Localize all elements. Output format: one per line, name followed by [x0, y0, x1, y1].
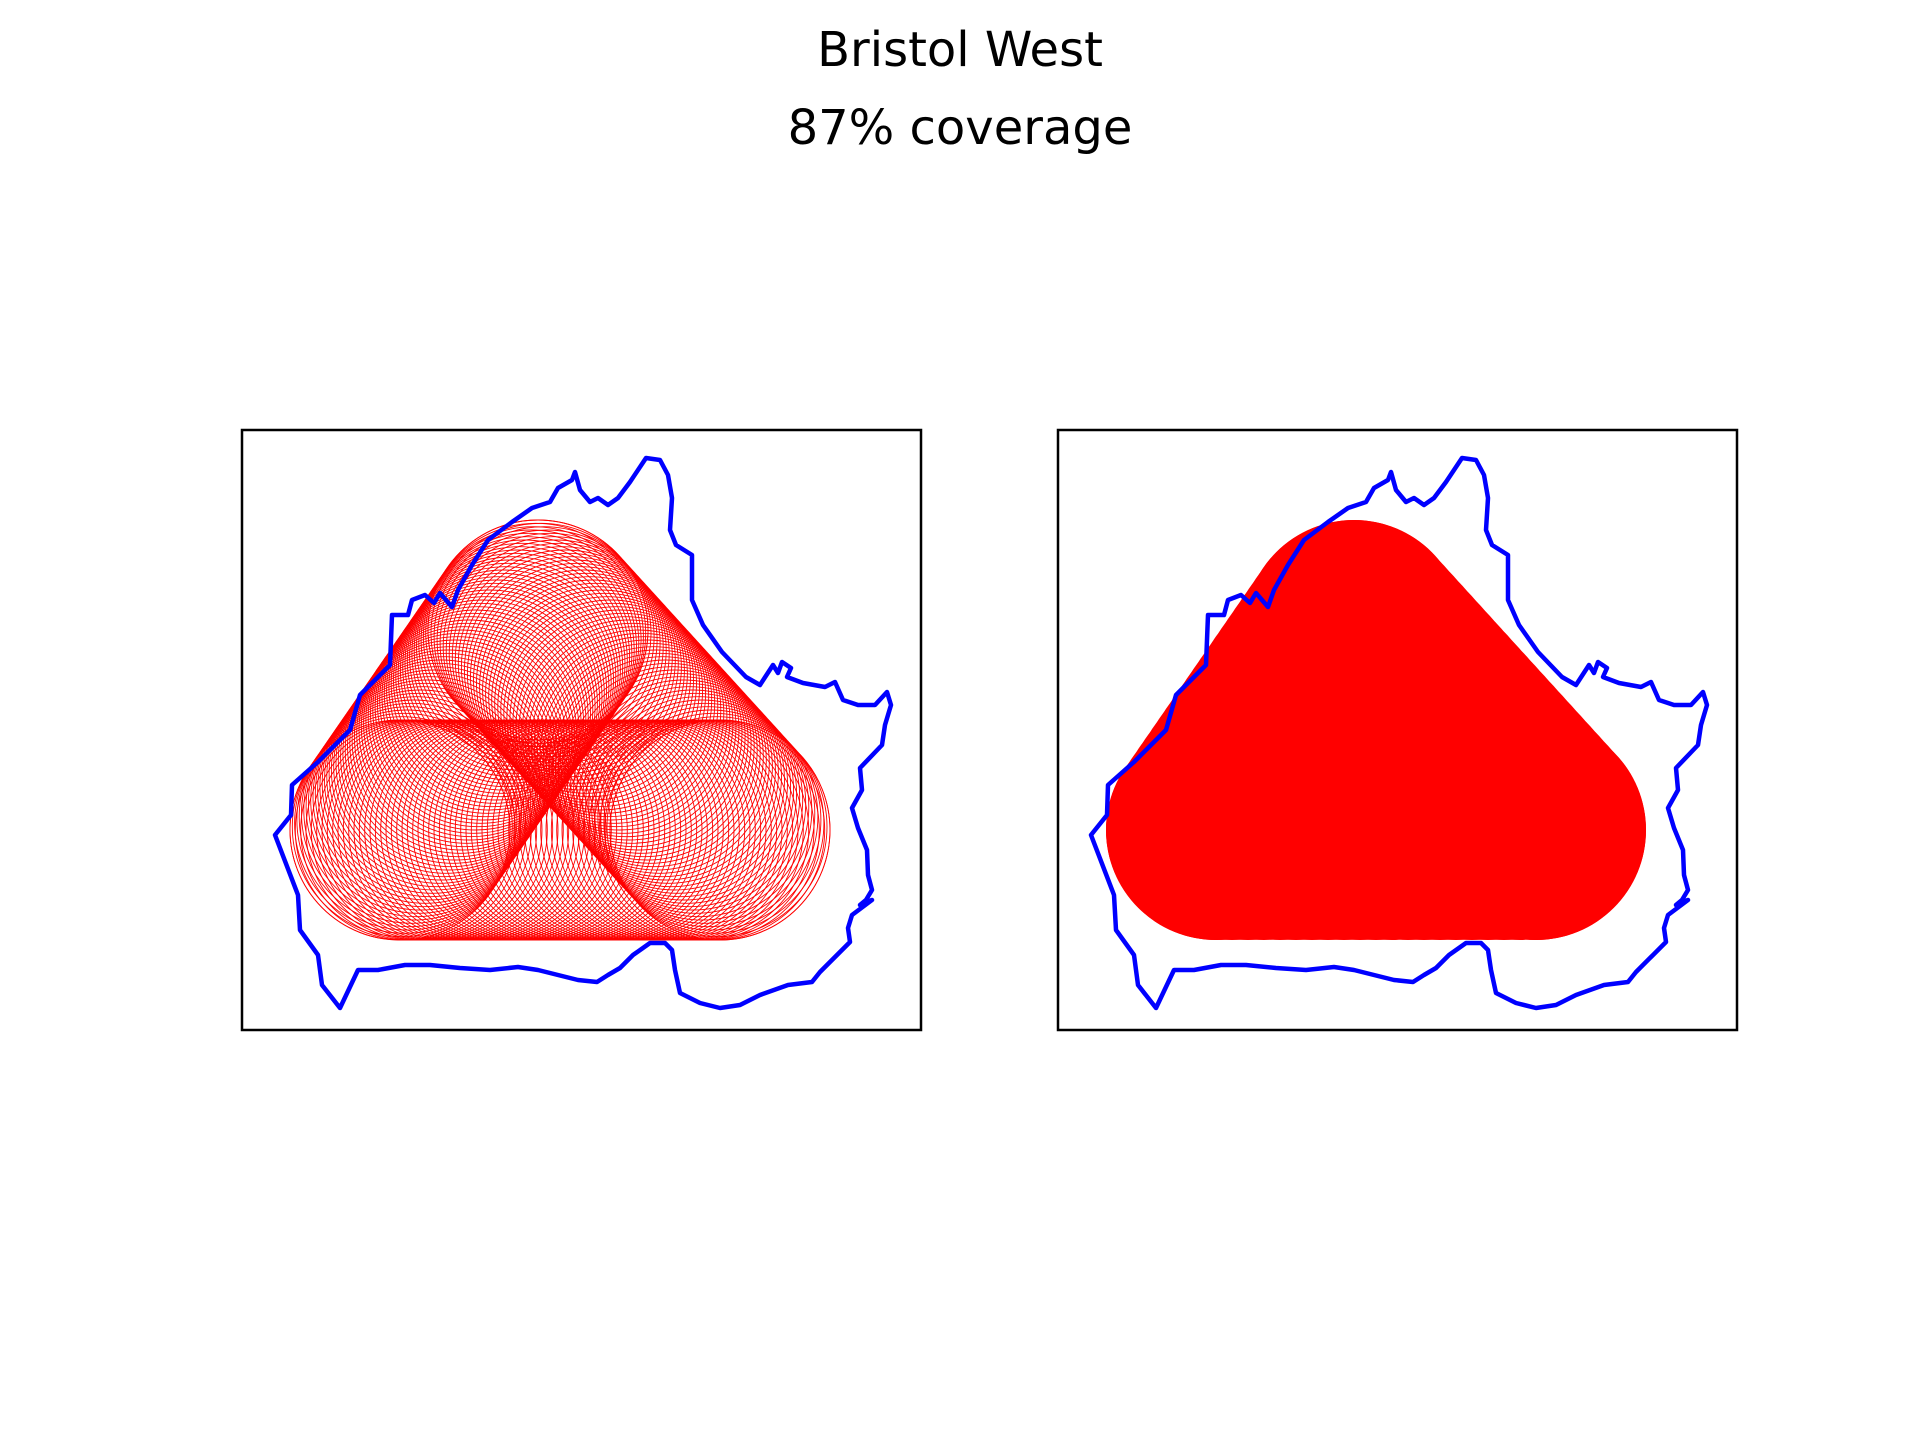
coverage-circle	[494, 592, 716, 814]
coverage-circle	[479, 576, 701, 798]
constituency-boundary	[272, 455, 894, 1011]
coverage-circle-outlines	[289, 519, 831, 941]
coverage-circle	[509, 609, 731, 831]
coverage-circle	[324, 669, 545, 891]
coverage-circle	[488, 586, 710, 808]
coverage-area-filled	[1106, 520, 1646, 940]
coverage-circle	[451, 546, 673, 768]
coverage-circle	[524, 626, 746, 848]
panel-right	[1056, 428, 1739, 1032]
coverage-circle	[448, 542, 670, 764]
coverage-circle	[427, 519, 649, 741]
coverage-circle	[512, 612, 734, 834]
coverage-circle	[430, 522, 652, 744]
coverage-circle	[482, 579, 704, 801]
panel-left	[240, 428, 923, 1032]
coverage-circle	[491, 589, 713, 811]
coverage-circle	[457, 552, 679, 774]
figure-title: Bristol West	[817, 22, 1103, 78]
coverage-circle	[436, 529, 658, 751]
coverage-circle	[515, 616, 737, 838]
coverage-circle	[328, 662, 550, 884]
coverage-circle	[291, 716, 513, 938]
coverage-circle	[439, 532, 661, 754]
coverage-circle	[485, 582, 707, 804]
coverage-circle	[460, 556, 682, 778]
coverage-circle	[305, 696, 527, 918]
coverage-circle	[521, 622, 743, 844]
coverage-circle	[503, 602, 725, 824]
coverage-circle	[298, 706, 520, 928]
coverage-circle	[476, 572, 697, 794]
constituency-boundary	[1088, 455, 1710, 1011]
figure-subtitle: 87% coverage	[787, 100, 1133, 156]
coverage-circle	[506, 606, 728, 828]
coverage-circle	[463, 559, 685, 781]
coverage-core	[1216, 630, 1536, 830]
coverage-circle	[442, 536, 664, 758]
coverage-circle	[470, 566, 691, 788]
coverage-circle	[473, 569, 694, 791]
coverage-circle	[518, 619, 740, 841]
coverage-circle	[433, 526, 655, 748]
coverage-circle	[500, 599, 722, 821]
coverage-circle	[466, 562, 688, 784]
coverage-circle	[454, 549, 676, 771]
coverage-circle	[497, 596, 719, 818]
coverage-circle	[445, 539, 667, 761]
